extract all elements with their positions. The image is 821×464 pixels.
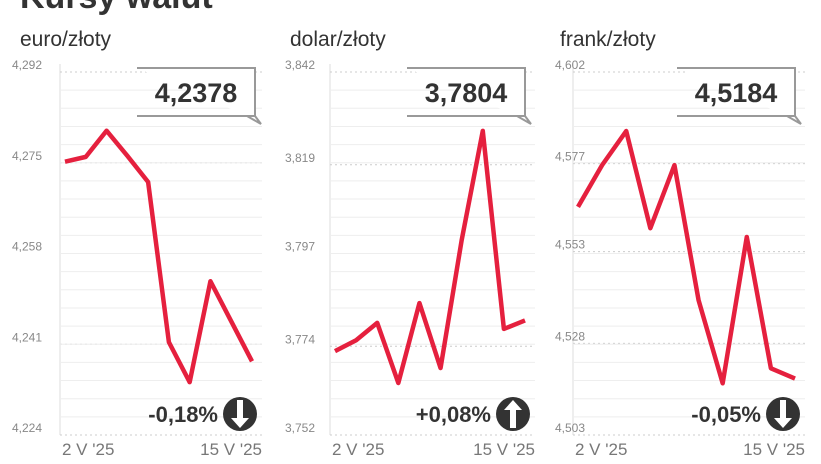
y-tick-label: 4,224: [12, 421, 42, 435]
line-series: [576, 128, 796, 386]
panel-title: dolar/złoty: [290, 28, 386, 51]
panel-title: frank/złoty: [560, 28, 656, 51]
line-series: [64, 128, 254, 385]
x-tick-label: 15 V '25: [473, 440, 535, 459]
y-tick-label: 4,292: [12, 58, 42, 72]
callout-value: 4,5184: [695, 78, 778, 108]
y-tick-label: 3,774: [285, 332, 315, 346]
change-label: -0,18%: [148, 402, 218, 427]
x-tick-label: 15 V '25: [200, 440, 262, 459]
y-tick-label: 4,602: [555, 58, 585, 72]
x-tick-label: 2 V '25: [332, 440, 384, 459]
x-tick-label: 2 V '25: [575, 440, 627, 459]
change-arrow: [774, 400, 792, 428]
change-arrow: [231, 400, 249, 428]
y-tick-label: 3,842: [285, 58, 315, 72]
y-tick-label: 4,241: [12, 330, 42, 344]
y-tick-label: 4,528: [555, 329, 585, 343]
y-tick-label: 4,258: [12, 240, 42, 254]
y-tick-label: 3,819: [285, 151, 315, 165]
callout-box: [137, 67, 262, 125]
change-label: -0,05%: [691, 402, 761, 427]
change-label: +0,08%: [416, 402, 491, 427]
x-tick-label: 15 V '25: [743, 440, 805, 459]
y-tick-label: 4,503: [555, 421, 585, 435]
page-title: Kursy walut: [20, 0, 213, 16]
callout-box: [407, 67, 532, 125]
y-tick-label: 4,553: [555, 238, 585, 252]
y-tick-label: 3,797: [285, 240, 315, 254]
y-tick-label: 3,752: [285, 421, 315, 435]
change-arrow: [504, 400, 522, 428]
y-tick-label: 4,275: [12, 149, 42, 163]
y-tick-label: 4,577: [555, 150, 585, 164]
x-tick-label: 2 V '25: [62, 440, 114, 459]
callout-value: 3,7804: [425, 78, 508, 108]
callout-box: [677, 67, 802, 125]
callout-value: 4,2378: [155, 78, 238, 108]
line-series: [333, 128, 526, 386]
panel-title: euro/złoty: [20, 28, 112, 51]
